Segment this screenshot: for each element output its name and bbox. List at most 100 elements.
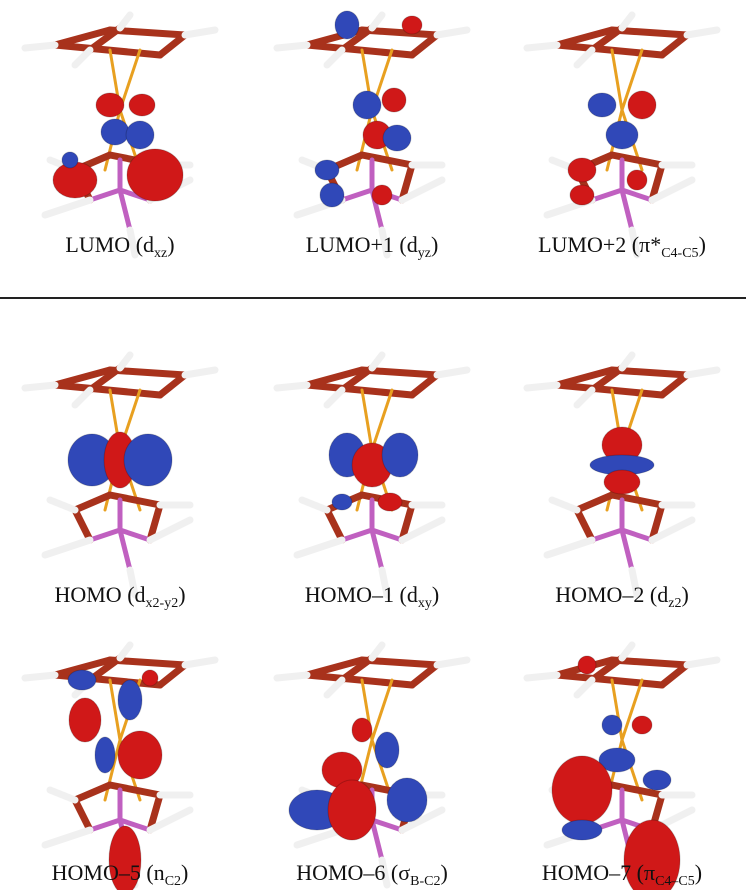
orbital-label: HOMO–6 (σB-C2) bbox=[252, 860, 492, 890]
bond bbox=[75, 510, 90, 540]
bond bbox=[50, 790, 75, 800]
bond bbox=[557, 385, 662, 395]
bond bbox=[342, 530, 372, 540]
bond bbox=[622, 190, 632, 230]
bond bbox=[622, 645, 632, 658]
bond bbox=[120, 530, 130, 570]
bond bbox=[120, 645, 130, 658]
bond bbox=[185, 660, 215, 665]
figure: LUMO (dxz)LUMO+1 (dyz)LUMO+2 (π*C4-C5)HO… bbox=[0, 0, 746, 890]
bond bbox=[90, 190, 120, 200]
molecule bbox=[527, 355, 717, 595]
label-main: HOMO–6 (σ bbox=[296, 860, 410, 885]
bond bbox=[185, 370, 215, 375]
orbital-lobe bbox=[627, 170, 647, 190]
label-sub: B-C2 bbox=[410, 874, 440, 889]
bond bbox=[577, 50, 592, 65]
orbital-lobe bbox=[628, 91, 656, 119]
bond bbox=[372, 530, 382, 570]
orbital-lobe bbox=[124, 434, 172, 486]
orbital-lobe bbox=[95, 737, 115, 773]
bond bbox=[527, 385, 557, 388]
bond bbox=[45, 540, 90, 555]
bond bbox=[297, 540, 342, 555]
bond bbox=[120, 355, 130, 368]
label-main: LUMO+1 (d bbox=[306, 232, 418, 257]
bond bbox=[437, 660, 467, 665]
bond bbox=[622, 15, 632, 28]
orbital-lobe bbox=[62, 152, 78, 168]
orbital-lobe bbox=[382, 433, 418, 477]
orbital-lobe bbox=[101, 119, 129, 145]
label-end: ) bbox=[181, 860, 188, 885]
orbital-label: LUMO+1 (dyz) bbox=[252, 232, 492, 262]
bond bbox=[622, 530, 632, 570]
bond bbox=[327, 390, 342, 405]
label-sub: C2 bbox=[165, 874, 181, 889]
label-main: HOMO–7 (π bbox=[542, 860, 655, 885]
bond bbox=[307, 385, 412, 395]
bond bbox=[55, 385, 160, 395]
molecule bbox=[277, 355, 467, 595]
orbital-lobe bbox=[129, 94, 155, 116]
bond bbox=[362, 390, 372, 450]
label-end: ) bbox=[167, 232, 174, 257]
bond bbox=[412, 35, 437, 55]
bond bbox=[75, 50, 90, 65]
bond bbox=[687, 660, 717, 665]
orbital-lobe bbox=[578, 656, 596, 674]
orbital-label: HOMO (dx2-y2) bbox=[0, 582, 240, 612]
bond bbox=[437, 370, 467, 375]
bond bbox=[552, 500, 577, 510]
orbital-lobe bbox=[375, 732, 399, 768]
bond bbox=[120, 190, 130, 230]
bond bbox=[557, 45, 662, 55]
molecule bbox=[277, 645, 467, 885]
orbital-lobe bbox=[127, 149, 183, 201]
bond bbox=[577, 510, 592, 540]
label-end: ) bbox=[440, 860, 447, 885]
label-end: ) bbox=[432, 582, 439, 607]
bond bbox=[302, 500, 327, 510]
orbital-lobe bbox=[568, 158, 596, 182]
orbital-lobe bbox=[588, 93, 616, 117]
bond bbox=[557, 675, 662, 685]
molecule bbox=[25, 15, 215, 255]
orbital-label: HOMO–5 (nC2) bbox=[0, 860, 240, 890]
bond bbox=[622, 355, 632, 368]
bond bbox=[75, 390, 90, 405]
bond bbox=[662, 375, 687, 395]
bond bbox=[372, 355, 382, 368]
bond bbox=[160, 35, 185, 55]
bond bbox=[527, 675, 557, 678]
bond bbox=[277, 675, 307, 678]
orbital-lobe bbox=[387, 778, 427, 822]
orbital-lobe bbox=[352, 718, 372, 742]
bond bbox=[50, 500, 75, 510]
bond bbox=[372, 15, 382, 28]
bond bbox=[437, 30, 467, 35]
orbital-lobe bbox=[643, 770, 671, 790]
orbital-lobe bbox=[402, 16, 422, 34]
bond bbox=[25, 675, 55, 678]
bond bbox=[327, 510, 342, 540]
orbital-lobe bbox=[632, 716, 652, 734]
bond bbox=[327, 50, 342, 65]
orbital-lobe bbox=[383, 125, 411, 151]
label-end: ) bbox=[699, 232, 706, 257]
label-end: ) bbox=[431, 232, 438, 257]
molecule-art bbox=[0, 0, 746, 890]
bond bbox=[372, 680, 392, 740]
orbital-lobe bbox=[328, 780, 376, 840]
bond bbox=[372, 645, 382, 658]
bond bbox=[307, 675, 412, 685]
label-sub: yz bbox=[418, 246, 431, 261]
bond bbox=[327, 680, 342, 695]
bond bbox=[307, 45, 412, 55]
orbital-lobe bbox=[332, 494, 352, 510]
bond bbox=[160, 665, 185, 685]
bond bbox=[412, 665, 437, 685]
molecule bbox=[527, 645, 717, 890]
bond bbox=[687, 30, 717, 35]
label-sub: C4-C5 bbox=[661, 246, 698, 261]
